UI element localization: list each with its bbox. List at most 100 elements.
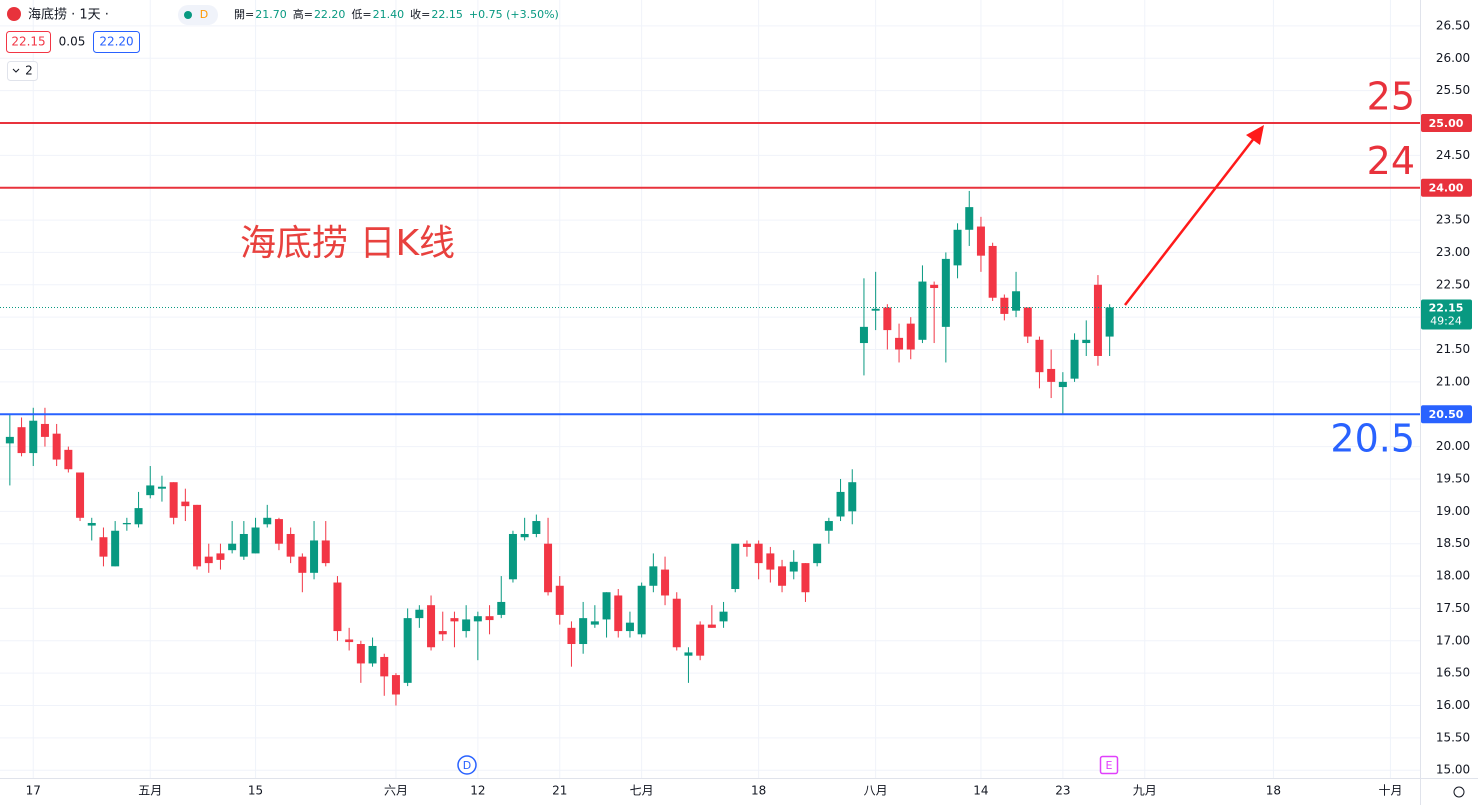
candle-body (602, 592, 611, 620)
ohlc-value: 22.15 (431, 8, 463, 21)
annotation: 海底捞 日K线 (240, 223, 455, 264)
x-tick-label: 12 (470, 784, 485, 798)
event-marker[interactable] (1099, 755, 1119, 775)
y-tick-label: 24.50 (1436, 148, 1470, 162)
candle-body (274, 519, 283, 544)
x-tick-label: 23 (1055, 784, 1070, 798)
candle-body (918, 281, 927, 340)
candle-body (1023, 307, 1032, 337)
symbol: 海底捞 · 1天 · (28, 7, 109, 23)
candle-body (1082, 339, 1091, 344)
candle-body (1012, 291, 1021, 311)
candle-body (661, 569, 670, 596)
candle-body (590, 621, 599, 625)
symbol-icon (7, 7, 21, 21)
candle-body (321, 540, 330, 564)
y-tick-label: 21.50 (1436, 342, 1470, 356)
candle-body (731, 543, 740, 590)
y-tick-label: 25.50 (1436, 83, 1470, 97)
change: +0.75 (+3.50%) (469, 8, 559, 21)
indicator-toggle[interactable] (7, 61, 38, 81)
ask-box[interactable] (93, 31, 140, 53)
candle-body (637, 585, 646, 635)
x-tick-label: 18 (751, 784, 766, 798)
candle-body (625, 622, 634, 632)
candle-body (99, 537, 108, 557)
candle-body (122, 522, 131, 525)
ohlc-value: 21.70 (255, 8, 287, 21)
ohlc-value: 21.40 (373, 8, 405, 21)
candle-body (204, 556, 213, 564)
candle-body (473, 616, 482, 622)
badge: D (200, 8, 208, 21)
candle-body (368, 645, 377, 664)
candle-body (520, 533, 529, 538)
candle-body (427, 605, 436, 648)
event-label: D (463, 759, 471, 772)
y-tick-label: 21.00 (1436, 374, 1470, 388)
candle-body (696, 624, 705, 656)
ohlc-key: 高= (293, 7, 313, 21)
candle-body (684, 652, 693, 656)
bid-box[interactable] (6, 31, 51, 53)
candle-body (333, 582, 342, 632)
event-marker[interactable] (457, 755, 477, 775)
candle-body (40, 423, 49, 437)
y-tick-label: 18.00 (1436, 569, 1470, 583)
candle-body (52, 433, 61, 460)
candle-body (988, 245, 997, 298)
candle-body (754, 543, 763, 564)
candle-body (29, 420, 38, 454)
candle-body (719, 611, 728, 622)
ohlc-key: 低= (351, 8, 371, 21)
candle-body (1093, 284, 1102, 356)
candle-body (871, 308, 880, 311)
candle-body (380, 656, 389, 677)
candle-body (508, 533, 517, 580)
status-dot (184, 11, 192, 19)
candle-body (532, 521, 541, 534)
level-badge-label: 24.00 (1429, 182, 1464, 195)
candle-body (391, 675, 400, 695)
candle-body (216, 553, 225, 560)
candle-body (5, 436, 14, 444)
spread: 0.05 (59, 35, 86, 49)
candle-body (438, 631, 447, 635)
candle-body (134, 508, 143, 525)
level-label: 24 (1367, 139, 1415, 183)
candle-body (1035, 339, 1044, 373)
y-tick-label: 17.50 (1436, 601, 1470, 615)
level-badge (1421, 178, 1472, 197)
candle-body (193, 504, 202, 567)
candle-body (485, 616, 494, 621)
y-tick-label: 19.00 (1436, 504, 1470, 518)
ask: 22.20 (99, 35, 133, 49)
y-tick-label: 19.50 (1436, 471, 1470, 485)
candle-body (76, 472, 85, 518)
y-tick-label: 26.50 (1436, 18, 1470, 32)
y-tick-label: 26.00 (1436, 51, 1470, 65)
candle-body (778, 566, 787, 586)
candle-body (17, 427, 26, 454)
last-price-label: 22.15 (1429, 301, 1464, 314)
candle-body (263, 517, 272, 525)
candle-body (567, 627, 576, 645)
ohlc-key: 開= (234, 8, 254, 21)
candle-body (497, 601, 506, 615)
chevron (12, 68, 20, 73)
x-tick-label: 14 (973, 784, 988, 798)
level-badge (1421, 405, 1472, 424)
candle-body (953, 229, 962, 266)
settings-icon[interactable] (1453, 786, 1465, 798)
candle-body (930, 284, 939, 289)
candle-body (64, 449, 73, 470)
y-tick-label: 22.50 (1436, 277, 1470, 291)
candle-body (1058, 381, 1067, 388)
y-tick-label: 16.50 (1436, 666, 1470, 680)
y-tick-label: 16.00 (1436, 698, 1470, 712)
level-label: 25 (1367, 74, 1415, 118)
candle-body (965, 207, 974, 230)
y-axis: 15.00 15.50 16.00 16.50 17.00 17.50 18.00 18.50… (26, 18, 1472, 798)
ohlc: 開= 21.70 高= 22.20 低= 21.40 收= 22.15 +0.75 (+3.50… (234, 7, 559, 21)
y-tick-label: 23.00 (1436, 245, 1470, 259)
